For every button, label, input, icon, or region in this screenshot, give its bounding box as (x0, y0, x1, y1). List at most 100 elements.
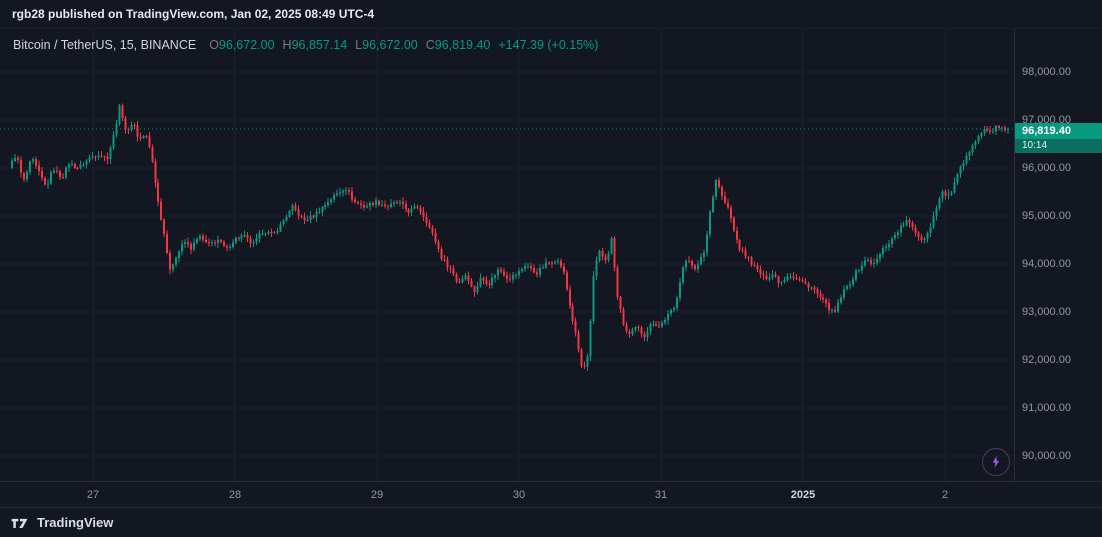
candle (685, 259, 688, 272)
candle (497, 266, 500, 281)
candle (756, 262, 759, 273)
candle (759, 265, 762, 279)
candle (228, 243, 231, 251)
candle (395, 199, 398, 205)
candle (965, 152, 968, 166)
candle (780, 280, 783, 287)
candle (243, 230, 246, 238)
candle (622, 306, 625, 327)
candle (485, 276, 488, 287)
candle (190, 241, 193, 255)
candle (464, 273, 467, 281)
candle (932, 211, 935, 230)
candle (694, 264, 696, 271)
candle (231, 239, 234, 249)
price-axis-label: 90,000.00 (1022, 450, 1071, 462)
candle (23, 171, 26, 182)
ohlc-low-value: 96,672.00 (362, 38, 418, 52)
candle (992, 128, 995, 135)
candle (974, 140, 977, 149)
candle (589, 319, 592, 362)
candle (896, 229, 899, 240)
candle (121, 103, 124, 122)
candle (70, 159, 73, 167)
boost-button[interactable] (982, 448, 1010, 476)
candle (938, 196, 941, 211)
candle (279, 221, 282, 233)
price-axis[interactable]: 98,000.00 97,000.00 96,000.00 95,000.00 … (1014, 29, 1102, 481)
candle (20, 156, 23, 178)
candle (887, 240, 890, 252)
candle (720, 185, 723, 200)
candle (670, 308, 673, 317)
price-chart-area[interactable]: Bitcoin / TetherUS, 15, BINANCE O96,672.0… (0, 29, 1014, 481)
candle (637, 325, 640, 332)
candle (264, 232, 267, 237)
candlestick-plot[interactable] (0, 29, 1014, 481)
candle (106, 152, 109, 164)
candle (97, 151, 100, 161)
ohlc-low-label: L (355, 38, 363, 52)
candle (559, 258, 562, 269)
candle (574, 317, 577, 337)
candle (893, 231, 896, 241)
candle (360, 200, 362, 209)
candle (977, 134, 980, 145)
candle (130, 121, 133, 132)
candle (983, 126, 986, 137)
price-axis-label: 96,000.00 (1022, 162, 1071, 175)
candle (336, 189, 339, 198)
candle (196, 237, 198, 245)
candle (652, 320, 655, 327)
candle (154, 158, 157, 188)
candle (461, 275, 464, 284)
candle (315, 208, 318, 222)
candle (109, 145, 112, 164)
candle (318, 207, 321, 214)
candle (494, 273, 497, 283)
candle (407, 207, 410, 217)
time-axis[interactable]: 27 28 29 30 31 2025 2 (0, 481, 1102, 509)
candle (628, 329, 631, 339)
candle (14, 154, 17, 163)
candle (219, 238, 222, 244)
candle (151, 144, 154, 163)
candle (547, 261, 550, 265)
candle (309, 210, 312, 223)
attribution-text: rgb28 published on TradingView.com, Jan … (12, 7, 375, 21)
candle (100, 150, 103, 158)
candle (538, 264, 541, 278)
candle (85, 159, 88, 169)
ohlc-close-label: C (425, 38, 435, 52)
tradingview-logo-icon[interactable] (10, 513, 30, 533)
candle (202, 233, 204, 243)
candle (562, 263, 565, 276)
price-axis-label: 94,000.00 (1022, 258, 1071, 271)
candle (601, 248, 604, 261)
candle (920, 233, 923, 244)
candle (440, 246, 443, 261)
symbol-info-bar[interactable]: Bitcoin / TetherUS, 15, BINANCE O96,672.0… (13, 37, 598, 54)
candle (255, 233, 258, 246)
candle (306, 215, 309, 222)
last-price-badge: 96,819.40 10:14 (1015, 122, 1102, 153)
candle (112, 131, 115, 151)
symbol-title[interactable]: Bitcoin / TetherUS, 15, BINANCE (13, 38, 197, 52)
candle (917, 230, 920, 241)
candle (1004, 125, 1007, 133)
candle (175, 256, 178, 268)
bar-countdown: 10:14 (1015, 138, 1102, 153)
candle (875, 253, 878, 266)
candle (881, 244, 884, 258)
candle (276, 227, 279, 235)
candle (598, 249, 601, 263)
candle (509, 273, 512, 283)
candle (834, 305, 837, 313)
candle (664, 317, 667, 325)
candle (29, 160, 31, 176)
candle (482, 276, 485, 285)
candle (914, 224, 917, 237)
tradingview-wordmark[interactable]: TradingView (37, 515, 114, 530)
candle (825, 298, 828, 308)
candle (571, 302, 574, 325)
